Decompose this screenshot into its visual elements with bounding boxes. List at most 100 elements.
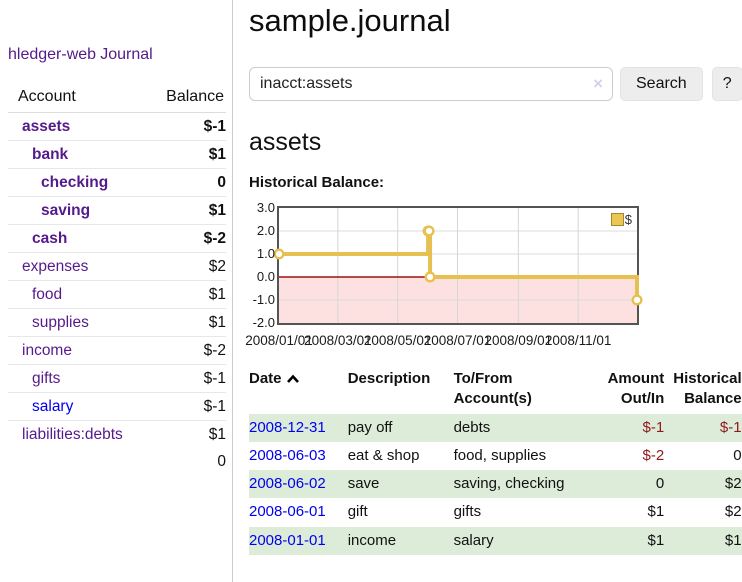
account-balance: 0 <box>143 168 226 197</box>
transaction-balance: $2 <box>724 503 742 521</box>
transaction-row[interactable]: 2008-01-01 income salary $1 $1 <box>249 526 742 555</box>
accounts-header-row: Account Balance <box>8 84 226 113</box>
transaction-date-link[interactable]: 2008-12-31 <box>249 418 326 436</box>
account-row: supplies $1 <box>8 308 226 337</box>
account-link[interactable]: food <box>32 285 63 303</box>
account-row: bank $1 <box>8 140 226 169</box>
register-header-description: Description <box>347 370 431 387</box>
register-header-date[interactable]: Date <box>249 367 348 414</box>
transaction-amount: $1 <box>647 503 665 521</box>
transaction-amount: $-2 <box>642 446 665 464</box>
account-row: gifts $-1 <box>8 364 226 393</box>
chart-y-tick-label: -1.0 <box>252 292 275 307</box>
account-link[interactable]: expenses <box>22 257 89 275</box>
account-balance: $-1 <box>143 364 226 393</box>
transaction-amount: $-1 <box>587 413 666 442</box>
transaction-accounts: saving, checking <box>453 470 588 499</box>
chart-title: Historical Balance: <box>249 174 385 191</box>
transaction-row[interactable]: 2008-12-31 pay off debts $-1 $-1 <box>249 413 742 442</box>
account-balance: $1 <box>143 420 226 448</box>
data-point-marker <box>424 271 436 283</box>
transaction-date-link[interactable]: 2008-06-02 <box>249 475 326 492</box>
account-row: liabilities:debts $1 <box>8 420 226 448</box>
transaction-accounts: salary <box>453 526 588 555</box>
transaction-date-link[interactable]: 2008-06-03 <box>249 446 326 464</box>
search-input[interactable] <box>249 67 613 101</box>
transaction-accounts: gifts <box>453 503 482 521</box>
account-balance: $-2 <box>143 336 226 365</box>
account-row: cash $-2 <box>8 224 226 253</box>
account-link[interactable]: salary <box>32 397 74 415</box>
search-button[interactable]: Search <box>620 67 703 101</box>
transaction-amount: 0 <box>587 470 666 499</box>
transaction-date-link[interactable]: 2008-01-01 <box>249 531 326 549</box>
chart-plot-area: $ <box>273 206 643 325</box>
account-balance: $-1 <box>203 117 226 135</box>
data-point-marker <box>631 294 643 306</box>
transaction-description: income <box>347 526 454 555</box>
transaction-description: gift <box>347 503 368 521</box>
register-body: 2008-12-31 pay off debts $-1 $-1 2008-06-03 ea… <box>249 413 742 555</box>
chart-y-tick-label: 1.0 <box>256 246 275 261</box>
register-table: Date Description To/From Account(s) Amou… <box>249 367 742 555</box>
account-link[interactable]: bank <box>32 145 69 163</box>
transaction-row[interactable]: 2008-06-03 eat & shop food, supplies $-2 0 <box>249 442 742 470</box>
register-header-amount: Amount Out/In <box>607 370 665 408</box>
transaction-accounts: food, supplies <box>453 446 547 464</box>
chart-x-tick-label: 2008/09/01 <box>484 333 553 348</box>
accounts-total-spacer <box>8 448 144 475</box>
account-link[interactable]: gifts <box>32 369 61 387</box>
data-point-marker <box>423 225 435 237</box>
transaction-balance: $-1 <box>665 413 742 442</box>
chart-x-tick-label: 2008/05/01 <box>363 333 432 348</box>
account-row: assets $-1 <box>8 113 226 141</box>
accounts-total-value: 0 <box>217 452 226 470</box>
account-link[interactable]: income <box>22 341 72 359</box>
account-balance: $1 <box>143 140 226 169</box>
register-header-accounts: To/From Account(s) <box>453 370 532 408</box>
accounts-total-row: 0 <box>8 448 226 475</box>
accounts-table: Account Balance assets $-1 bank $1 checking 0… <box>8 84 226 475</box>
search-help-button[interactable]: ? <box>711 67 742 101</box>
account-link[interactable]: assets <box>22 117 71 135</box>
accounts-header-balance: Balance <box>143 84 226 113</box>
transaction-balance: $2 <box>665 470 742 499</box>
account-link[interactable]: supplies <box>32 313 89 331</box>
chart-x-tick-label: 2008/07/01 <box>423 333 492 348</box>
chart-y-tick-label: 0.0 <box>256 269 275 284</box>
account-balance: $1 <box>143 280 226 309</box>
chart-x-tick-label: 2008/03/01 <box>304 333 372 348</box>
chart-y-tick-label: 2.0 <box>256 223 275 238</box>
account-balance: $-1 <box>143 392 226 421</box>
account-link[interactable]: cash <box>32 229 68 247</box>
register-header-balance: Historical Balance <box>673 370 742 408</box>
account-balance: $-2 <box>143 224 226 253</box>
account-link[interactable]: liabilities:debts <box>22 425 123 443</box>
account-link[interactable]: checking <box>41 173 109 191</box>
search-row: × Search ? <box>249 67 742 101</box>
balance-chart: $ 2008/01/01 2008/03/01 2008/05/01 2008/07/… <box>245 200 742 348</box>
chart-y-tick-label: -2.0 <box>252 315 275 330</box>
transaction-row[interactable]: 2008-06-02 save saving, checking 0 $2 <box>249 470 742 499</box>
account-link[interactable]: saving <box>41 201 91 219</box>
account-page-title: assets <box>249 128 322 156</box>
transaction-row[interactable]: 2008-06-01 gift gifts $1 $2 <box>249 498 742 526</box>
legend-label: $ <box>624 212 632 227</box>
chart-legend: $ <box>610 212 632 227</box>
account-row: checking 0 <box>8 168 226 197</box>
clear-search-icon[interactable]: × <box>593 74 603 93</box>
transaction-description: eat & shop <box>347 446 420 464</box>
chart-y-tick-label: 3.0 <box>256 200 275 215</box>
app-brand-link[interactable]: hledger-web <box>8 46 97 63</box>
chart-canvas <box>273 208 643 323</box>
sidebar-item-journal[interactable]: Journal <box>100 46 153 63</box>
chart-x-tick-label: 2008/01/01 <box>245 333 313 348</box>
data-point-marker <box>273 248 285 260</box>
register-header-row: Date Description To/From Account(s) Amou… <box>249 367 742 414</box>
account-balance: $1 <box>143 196 226 225</box>
search-box: × <box>249 67 613 101</box>
transaction-date-link[interactable]: 2008-06-01 <box>249 503 326 521</box>
chart-x-tick-label: 2008/11/01 <box>544 333 612 348</box>
legend-swatch <box>610 213 624 226</box>
